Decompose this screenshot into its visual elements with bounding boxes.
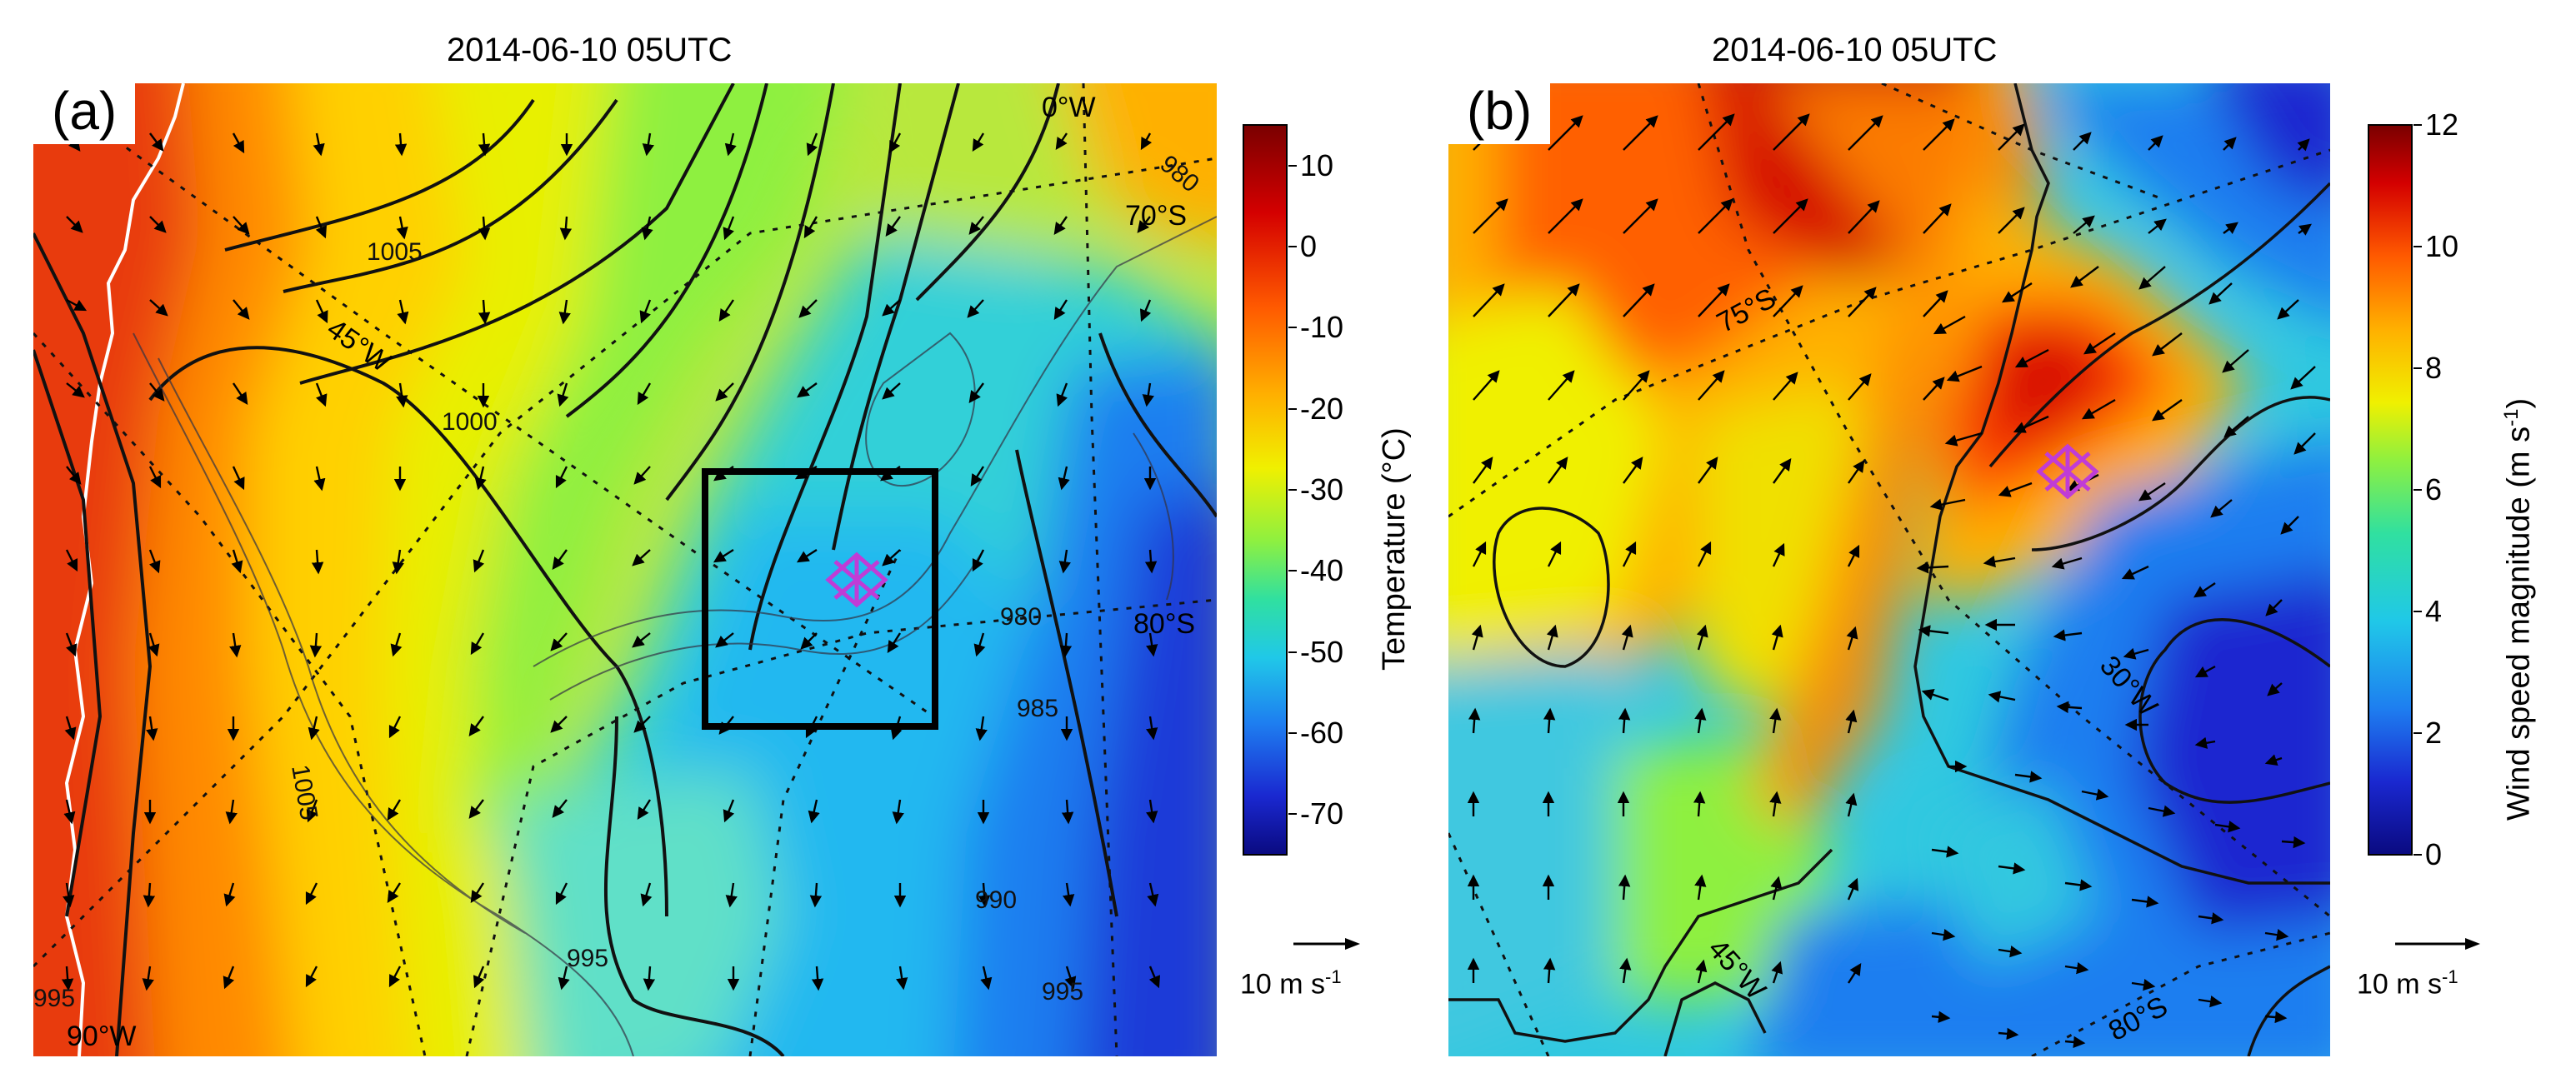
pressure-contours — [33, 83, 1217, 1056]
colorbar-tick-mark — [1288, 813, 1297, 816]
temperature-colorbar — [1243, 124, 1288, 856]
panel-b-label: (b) — [1448, 82, 1551, 145]
colorbar-tick-mark — [1288, 732, 1297, 734]
grid-label-90w: 90°W — [67, 1021, 137, 1052]
graticule — [33, 83, 1217, 1056]
station-marker-icon — [2036, 443, 2099, 500]
reference-vector-b-icon — [2395, 938, 2480, 950]
contour-label: 995 — [567, 945, 608, 972]
colorbar-tick-label: 8 — [2425, 351, 2443, 385]
temperature-field — [33, 83, 1217, 1056]
colorbar-tick-mark — [1288, 489, 1297, 491]
colorbar-tick-label: -70 — [1300, 796, 1344, 831]
contour-label: 1005 — [367, 238, 423, 266]
colorbar-tick-mark — [2413, 124, 2422, 126]
colorbar-tick-label: 10 — [1300, 147, 1334, 182]
wind-vectors — [61, 132, 1161, 991]
temperature-colorbar-title: Temperature (°C) — [1377, 427, 1412, 671]
colorbar-tick-mark — [2413, 854, 2422, 856]
colorbar-tick-label: 2 — [2425, 716, 2443, 750]
panel-b-title: 2014-06-10 05UTC — [1712, 32, 1998, 68]
colorbar-tick-label: -20 — [1300, 391, 1344, 426]
grid-label-70s: 70°S — [1125, 200, 1187, 232]
coastline — [64, 83, 185, 1056]
colorbar-tick-mark — [2413, 611, 2422, 612]
panel-a-title: 2014-06-10 05UTC — [447, 32, 733, 68]
colorbar-tick-mark — [1288, 164, 1297, 167]
colorbar-tick-mark — [2413, 246, 2422, 247]
thin-contours — [133, 216, 1217, 1056]
contour-label: 995 — [33, 985, 75, 1012]
colorbar-tick-label: -30 — [1300, 472, 1344, 507]
grid-label-0w: 0°W — [1042, 92, 1096, 123]
contour-label: 980 — [1000, 603, 1042, 631]
panel-a-label: (a) — [33, 82, 136, 145]
colorbar-tick-label: 4 — [2425, 594, 2443, 628]
wind-speed-colorbar — [2368, 124, 2413, 856]
reference-vector-a-icon — [1293, 938, 1360, 950]
reference-vector-b-label: 10 m s-1 — [2357, 966, 2458, 1001]
contour-label: 1000 — [442, 408, 498, 436]
pressure-contours — [1448, 83, 2330, 1056]
graticule — [1448, 83, 2330, 1056]
contour-label: 985 — [1017, 695, 1058, 722]
colorbar-tick-mark — [1288, 246, 1297, 247]
colorbar-tick-label: 12 — [2425, 107, 2459, 142]
contour-label: 995 — [1042, 978, 1083, 1006]
wind-vectors — [1467, 113, 2316, 1049]
colorbar-tick-label: -50 — [1300, 634, 1344, 669]
wind-speed-field — [1448, 83, 2330, 1056]
grid-label-80s: 80°S — [1133, 608, 1195, 640]
station-marker-icon — [825, 551, 888, 608]
colorbar-tick-mark — [2413, 489, 2422, 491]
wind-speed-colorbar-title: Wind speed magnitude (m s-1) — [2500, 397, 2537, 821]
panel-a-map: 1005 1000 995 990 985 980 995 995 1005 9… — [33, 83, 1217, 1056]
colorbar-tick-label: -10 — [1300, 310, 1344, 345]
colorbar-tick-mark — [2413, 732, 2422, 734]
panel-b-map: 75°S 30°W 45°W 80°S — [1448, 83, 2330, 1056]
colorbar-tick-mark — [1288, 407, 1297, 410]
reference-vector-a-label: 10 m s-1 — [1240, 966, 1342, 1001]
contour-label: 990 — [975, 886, 1017, 914]
colorbar-tick-label: 0 — [1300, 229, 1318, 263]
colorbar-tick-label: -40 — [1300, 553, 1344, 588]
colorbar-tick-mark — [1288, 651, 1297, 653]
colorbar-tick-label: 6 — [2425, 472, 2443, 507]
colorbar-tick-label: 10 — [2425, 229, 2459, 263]
colorbar-tick-mark — [1288, 570, 1297, 572]
colorbar-tick-mark — [1288, 327, 1297, 329]
colorbar-tick-label: -60 — [1300, 716, 1344, 750]
study-area-box — [702, 468, 938, 730]
colorbar-tick-mark — [2413, 367, 2422, 369]
colorbar-tick-label: 0 — [2425, 837, 2443, 871]
